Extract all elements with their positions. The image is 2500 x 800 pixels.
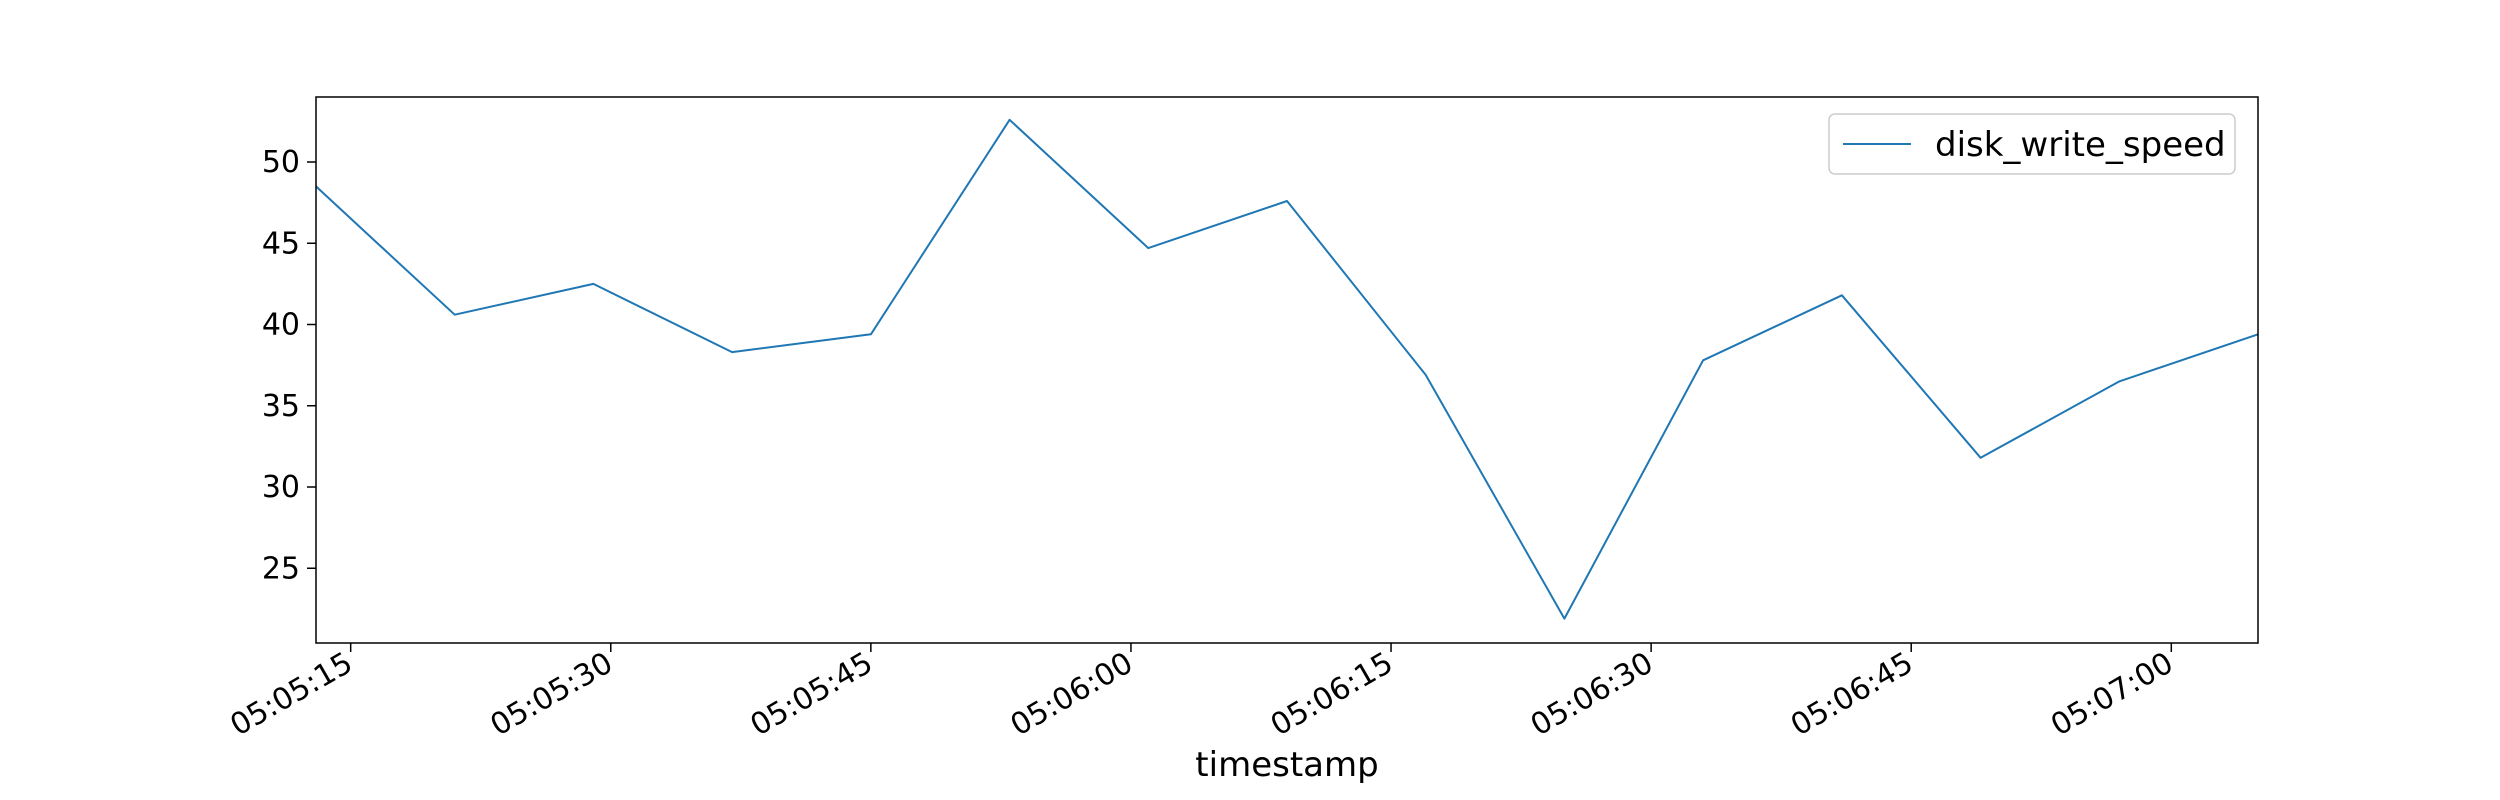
y-axis: 25 30 35 40 45 50 xyxy=(262,145,316,586)
legend-label: disk_write_speed xyxy=(1935,125,2226,165)
y-tick-label: 50 xyxy=(262,145,300,180)
y-tick-label: 40 xyxy=(262,308,300,343)
series-line xyxy=(315,118,2259,620)
plot-frame xyxy=(315,96,2259,644)
series-layer xyxy=(315,118,2259,620)
x-tick-label: 05:06:15 xyxy=(1265,646,1399,744)
y-tick-label: 25 xyxy=(262,551,300,586)
y-tick-label: 45 xyxy=(262,226,300,261)
x-axis-label: timestamp xyxy=(1195,745,1378,785)
x-tick-label: 05:06:00 xyxy=(1005,646,1139,744)
y-tick-label: 30 xyxy=(262,470,300,505)
x-tick-label: 05:05:15 xyxy=(224,646,358,744)
x-axis: 05:05:15 05:05:30 05:05:45 05:06:00 05:06:15… xyxy=(224,643,2179,743)
x-tick-label: 05:06:45 xyxy=(1785,646,1919,744)
x-tick-label: 05:06:30 xyxy=(1525,646,1659,744)
x-tick-label: 05:07:00 xyxy=(2045,646,2179,744)
legend: disk_write_speed xyxy=(1828,113,2236,175)
legend-box xyxy=(1828,113,2236,175)
y-tick-label: 35 xyxy=(262,389,300,424)
x-tick-label: 05:05:45 xyxy=(745,646,879,744)
x-tick-label: 05:05:30 xyxy=(485,646,619,744)
